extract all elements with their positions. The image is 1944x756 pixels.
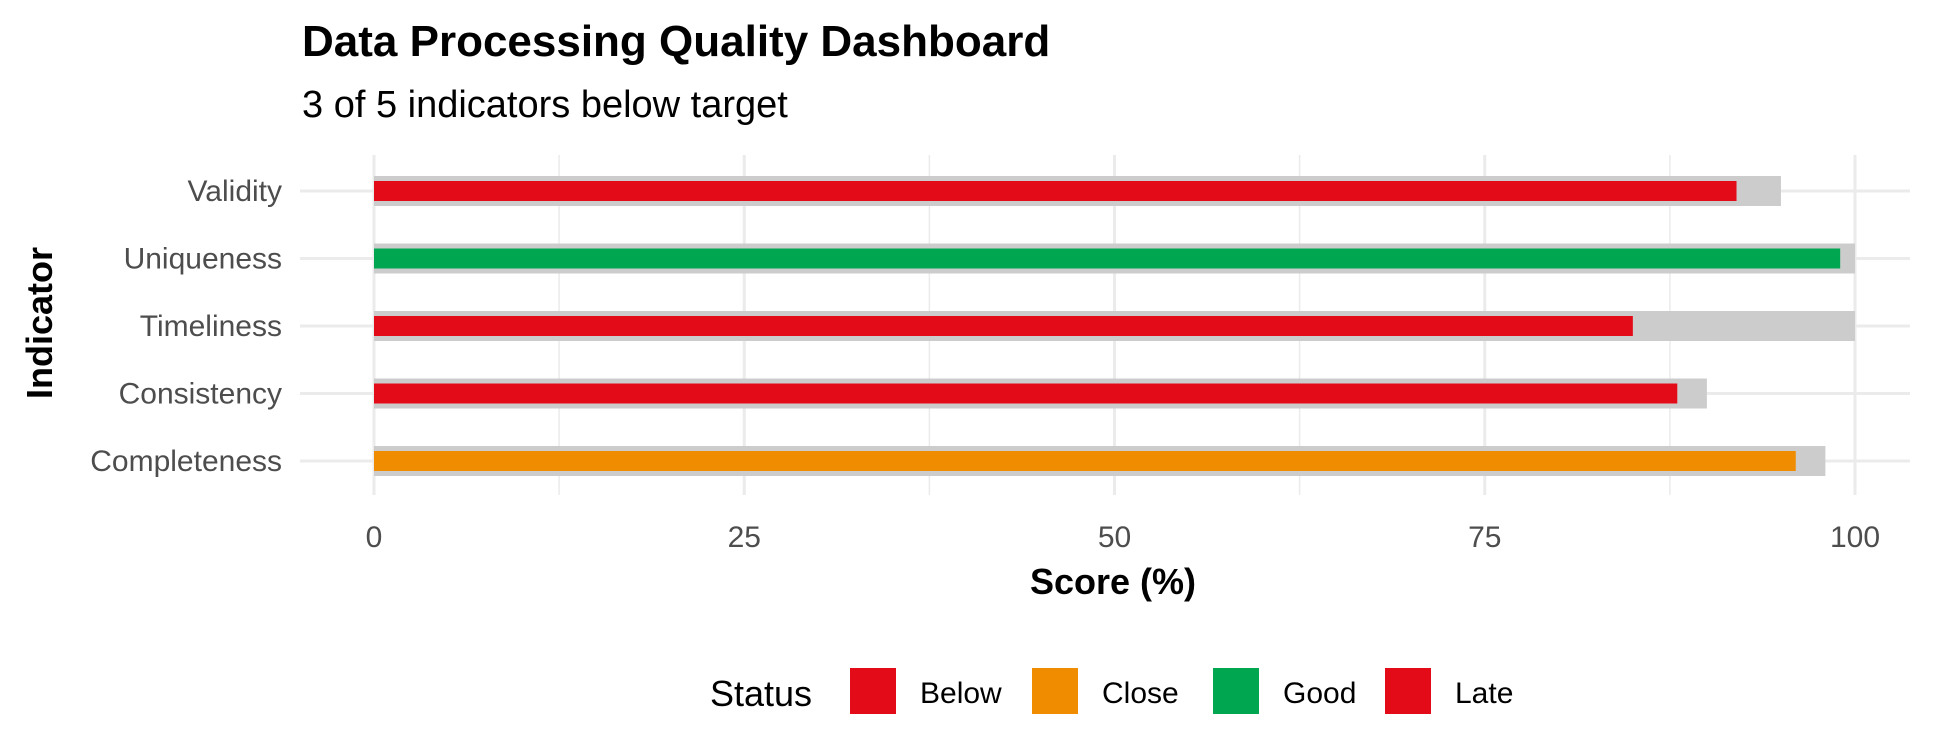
score-bar: [374, 316, 1633, 336]
legend-key: [1385, 668, 1431, 714]
legend-key: [850, 668, 896, 714]
chart-title: Data Processing Quality Dashboard: [302, 17, 1050, 66]
score-bar: [374, 181, 1737, 201]
y-tick-label: Timeliness: [140, 310, 282, 343]
score-bar: [374, 383, 1678, 404]
legend-key: [1213, 668, 1259, 714]
x-tick-label: 0: [366, 521, 383, 554]
y-tick-label: Uniqueness: [124, 243, 282, 276]
x-tick-labels: 0 25 50 75 100: [366, 521, 1880, 554]
legend-label: Good: [1283, 677, 1356, 710]
legend: Below Close Good Late: [850, 668, 1513, 714]
score-bar: [374, 451, 1796, 471]
score-bar: [374, 248, 1841, 269]
y-tick-label: Validity: [188, 175, 282, 208]
x-tick-label: 100: [1830, 521, 1880, 554]
y-axis-title: Indicator: [19, 247, 60, 399]
legend-label: Close: [1102, 677, 1179, 710]
x-tick-label: 75: [1468, 521, 1501, 554]
x-axis-title: Score (%): [1030, 561, 1196, 602]
legend-label: Below: [920, 677, 1002, 710]
x-tick-label: 25: [728, 521, 761, 554]
y-tick-label: Completeness: [90, 445, 282, 478]
legend-key: [1032, 668, 1078, 714]
legend-title: Status: [710, 673, 812, 714]
chart-subtitle: 3 of 5 indicators below target: [302, 84, 788, 126]
legend-label: Late: [1455, 677, 1513, 710]
y-tick-label: Consistency: [119, 378, 282, 411]
y-tick-labels: Completeness Consistency Timeliness Uniquen…: [90, 175, 282, 478]
x-tick-label: 50: [1098, 521, 1131, 554]
score-bars: [374, 181, 1841, 471]
